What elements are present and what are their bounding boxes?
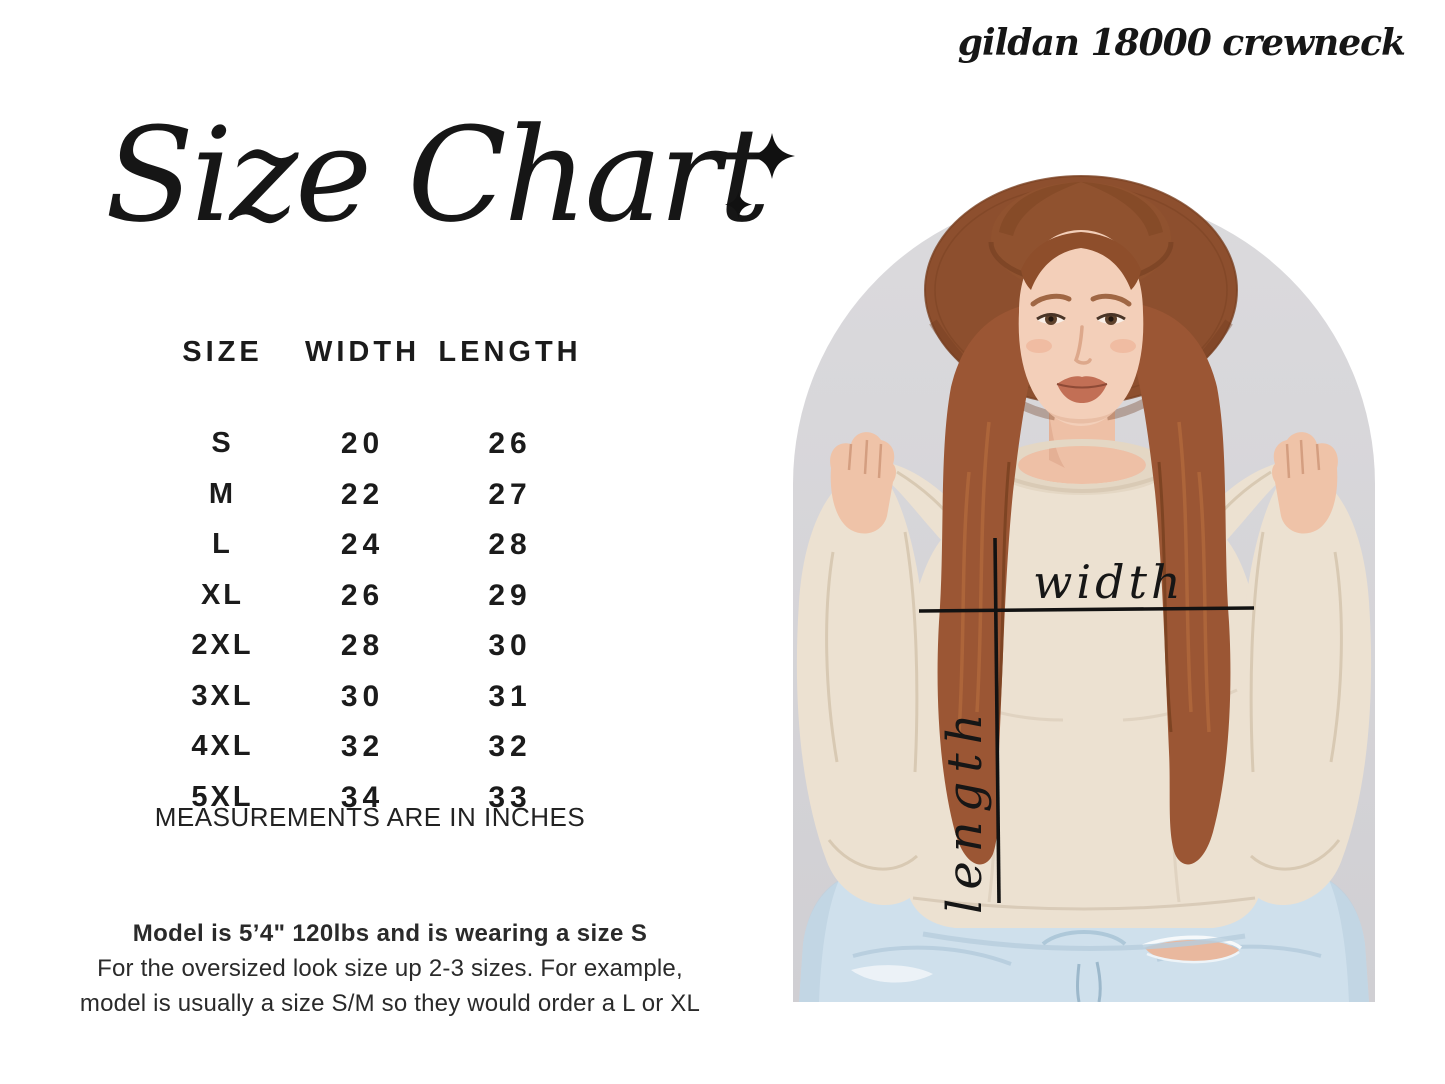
width-cell: 20 (340, 427, 385, 460)
model-photo: width length (793, 172, 1375, 1002)
column-header-width: WIDTH (304, 336, 421, 368)
size-cell: 3XL (191, 679, 254, 712)
size-table-header: SIZE WIDTH LENGTH (150, 336, 590, 369)
table-row: 2XL 28 30 (150, 629, 590, 663)
length-cell: 31 (488, 679, 532, 713)
size-table-rows: S 20 26 M 22 27 L 24 28 XL 26 29 2XL 28 (150, 427, 590, 815)
size-cell: 5XL (191, 780, 254, 813)
model-note-line3: model is usually a size S/M so they woul… (79, 990, 701, 1017)
width-cell: 28 (340, 629, 385, 662)
eye-left (1036, 313, 1066, 325)
length-cell: 26 (488, 427, 532, 460)
blush-right (1110, 339, 1136, 353)
table-row: 5XL 34 33 (150, 781, 590, 815)
model-note-line1: Model is 5’4" 120lbs and is wearing a si… (132, 920, 648, 947)
size-cell: M (208, 477, 237, 510)
table-row: M 22 27 (150, 478, 590, 512)
left-hand (830, 432, 896, 534)
face (1018, 230, 1144, 426)
size-cell: L (212, 528, 233, 560)
measurements-note: MEASUREMENTS ARE IN INCHES (154, 802, 586, 832)
model-notes: Model is 5’4" 120lbs and is wearing a si… (55, 916, 725, 1021)
eyebrow-right (1090, 293, 1132, 307)
eyebrow-left (1030, 293, 1072, 307)
width-cell: 30 (340, 679, 385, 713)
sparkle-icon-large (749, 133, 795, 179)
crewneck-collar (994, 439, 1170, 495)
measurement-annotation: width length (918, 537, 1255, 914)
width-cell: 26 (340, 578, 385, 612)
right-hand (1272, 432, 1338, 534)
table-row: XL 26 29 (150, 579, 590, 613)
size-table: SIZE WIDTH LENGTH S 20 26 M 22 27 L 24 2… (150, 336, 590, 815)
nose (1073, 325, 1092, 365)
table-row: 4XL 32 32 (150, 730, 590, 764)
width-cell: 32 (340, 730, 385, 763)
table-row: 3XL 30 31 (150, 680, 590, 714)
size-cell: 2XL (191, 629, 254, 661)
page-title: Size Chart (105, 99, 770, 251)
length-cell: 28 (488, 528, 532, 561)
length-label: length (937, 704, 993, 914)
blush-left (1026, 339, 1052, 353)
size-cell: XL (200, 578, 245, 611)
forehead-hair-part (1021, 232, 1141, 290)
brand-label: gildan 18000 crewneck (957, 22, 1406, 64)
eye-right (1096, 313, 1126, 325)
hair (937, 302, 1231, 865)
model-note-line2: For the oversized look size up 2-3 sizes… (97, 955, 683, 982)
width-cell: 22 (340, 477, 385, 511)
model-photo-illustration: width length (793, 175, 1375, 1002)
length-cell: 33 (488, 780, 532, 814)
length-cell: 30 (488, 629, 532, 662)
width-label: width (1033, 555, 1185, 609)
table-row: L 24 28 (150, 528, 590, 562)
size-cell: S (211, 427, 234, 459)
size-cell: 4XL (191, 730, 254, 762)
length-cell: 27 (488, 477, 532, 511)
sweatshirt-sleeves (796, 469, 1372, 906)
width-line (918, 606, 1255, 613)
table-row: S 20 26 (150, 427, 590, 461)
column-header-length: LENGTH (438, 336, 582, 368)
length-cell: 32 (488, 730, 532, 763)
length-cell: 29 (488, 578, 532, 612)
length-line (993, 537, 1001, 904)
width-cell: 34 (340, 780, 385, 814)
column-header-size: SIZE (182, 336, 263, 368)
sparkle-icon-small (725, 191, 752, 218)
lips (1057, 376, 1107, 403)
width-cell: 24 (340, 528, 385, 561)
